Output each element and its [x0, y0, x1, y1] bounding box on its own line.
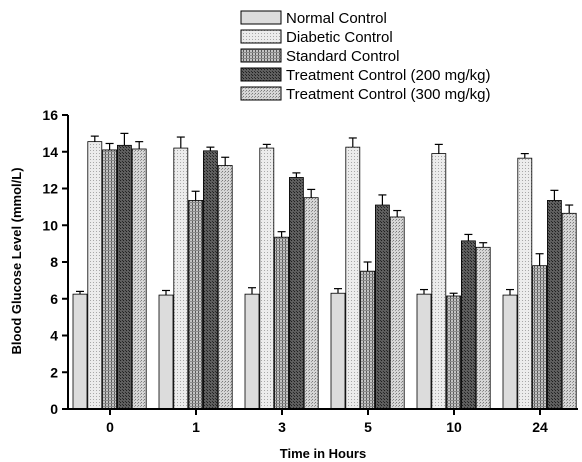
- y-tick-label: 10: [42, 217, 58, 233]
- legend-label: Normal Control: [286, 10, 387, 27]
- y-tick-label: 14: [42, 144, 58, 160]
- x-axis-title: Time in Hours: [280, 446, 366, 461]
- legend-label: Standard Control: [286, 48, 399, 65]
- error-bars-group: [76, 132, 574, 296]
- x-tick-label: 10: [446, 419, 462, 435]
- bar: [532, 265, 547, 410]
- bar: [345, 146, 361, 410]
- legend-swatch: [240, 86, 282, 101]
- bar: [502, 294, 518, 410]
- bars-group: [72, 141, 577, 410]
- bar: [72, 293, 88, 410]
- legend-label: Treatment Control (300 mg/kg): [286, 86, 491, 103]
- bar: [330, 292, 346, 410]
- bar: [102, 149, 117, 410]
- bar: [360, 270, 376, 410]
- y-tick-label: 8: [50, 254, 58, 270]
- bar: [475, 246, 491, 410]
- x-tick-label: 1: [192, 419, 200, 435]
- bar: [460, 240, 476, 410]
- bar: [117, 144, 132, 410]
- bar: [416, 293, 432, 410]
- x-tick-label: 3: [278, 419, 286, 435]
- legend-swatch: [240, 48, 282, 63]
- bar: [202, 150, 218, 410]
- bar: [173, 147, 189, 410]
- y-tick-label: 12: [42, 181, 58, 197]
- legend-swatch: [240, 29, 282, 44]
- bar: [446, 295, 462, 410]
- bar: [288, 177, 304, 410]
- x-tick-label: 24: [532, 419, 548, 435]
- bar: [158, 294, 174, 410]
- bar: [303, 197, 319, 410]
- bar: [274, 236, 290, 410]
- x-tick-label: 5: [364, 419, 372, 435]
- y-tick-label: 6: [50, 291, 58, 307]
- x-tick-label: 0: [106, 419, 114, 435]
- bar: [431, 153, 447, 410]
- bar: [517, 157, 533, 410]
- legend-label: Diabetic Control: [286, 29, 393, 46]
- y-tick-label: 2: [50, 364, 58, 380]
- bar: [374, 204, 390, 410]
- bar: [188, 200, 204, 410]
- legend-swatch: [240, 10, 282, 25]
- y-tick-label: 4: [50, 328, 58, 344]
- y-tick-label: 0: [50, 401, 58, 417]
- bar: [244, 293, 260, 410]
- bar: [87, 141, 103, 410]
- bar: [547, 200, 562, 410]
- legend: Normal Control Diabetic Control Standard C…: [240, 10, 491, 103]
- y-tick-label: 16: [42, 107, 58, 123]
- bar: [561, 212, 577, 410]
- legend-swatch: [240, 67, 282, 82]
- bar: [389, 216, 405, 410]
- legend-label: Treatment Control (200 mg/kg): [286, 67, 491, 84]
- bar: [131, 148, 147, 410]
- bar: [217, 165, 233, 410]
- bar: [259, 147, 275, 410]
- y-axis-title: Blood Glucose Level (mmol/L): [9, 167, 24, 354]
